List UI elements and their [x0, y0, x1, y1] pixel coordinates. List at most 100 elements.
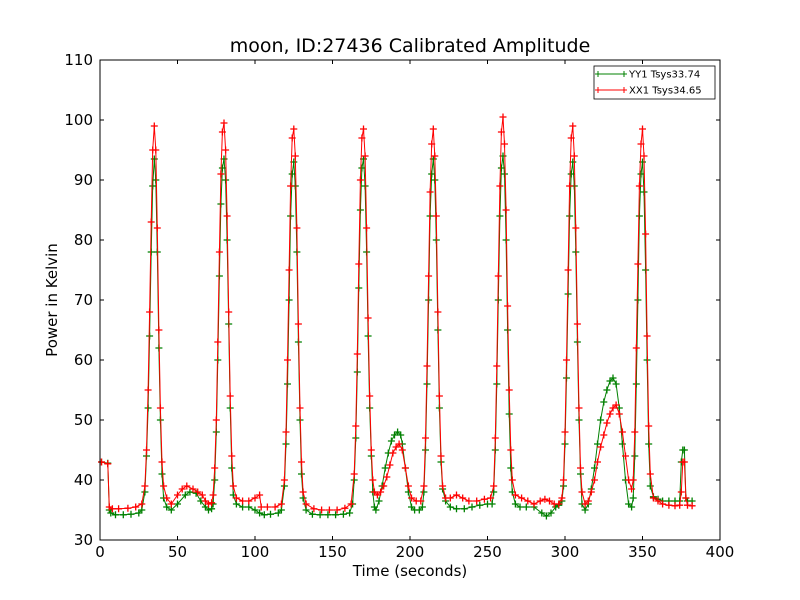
data-point [530, 500, 538, 508]
data-point [355, 260, 363, 268]
data-point [494, 272, 502, 280]
x-axis-label: Time (seconds) [352, 562, 468, 580]
data-point [628, 503, 636, 511]
data-point [107, 509, 115, 517]
data-point [141, 482, 149, 490]
data-point [453, 491, 460, 499]
y-tick-label: 80 [74, 231, 93, 249]
data-point [217, 170, 225, 178]
data-point [428, 140, 436, 148]
data-point [132, 503, 140, 511]
data-point [628, 485, 636, 493]
data-point [232, 494, 240, 502]
data-point [408, 494, 415, 502]
data-point [389, 449, 397, 457]
data-point [370, 503, 378, 511]
data-point [688, 502, 696, 510]
data-point [639, 125, 646, 133]
data-point [124, 504, 132, 512]
data-point [468, 503, 476, 511]
data-point [257, 503, 265, 511]
data-point [578, 488, 586, 496]
data-point [581, 500, 589, 508]
data-point [119, 511, 127, 519]
data-point [563, 356, 570, 364]
data-point [153, 224, 161, 232]
data-point [423, 362, 431, 370]
y-tick-label: 60 [74, 351, 93, 369]
data-point [108, 505, 116, 513]
data-point [225, 308, 233, 316]
x-tick-label: 350 [628, 543, 657, 561]
data-point [649, 494, 657, 502]
data-point [538, 509, 546, 517]
data-point [394, 428, 402, 436]
series-0 [98, 152, 696, 520]
data-point [439, 482, 447, 490]
data-point [426, 188, 434, 196]
data-point [645, 440, 653, 448]
data-point [570, 152, 578, 160]
data-point [584, 497, 592, 505]
data-point [594, 440, 601, 448]
data-point [432, 212, 440, 220]
data-point [401, 464, 409, 472]
data-point [226, 392, 234, 400]
data-point [622, 452, 629, 460]
data-point [350, 470, 358, 478]
data-point [606, 410, 614, 418]
data-point [361, 182, 369, 190]
data-point [271, 503, 279, 511]
data-point [680, 458, 688, 466]
data-point [324, 511, 332, 519]
data-point [417, 497, 425, 505]
data-point [490, 482, 498, 490]
data-point [567, 134, 575, 142]
data-point [267, 510, 274, 518]
data-point [618, 440, 626, 448]
axis-ticks: 0 50 100 150 200 250 300 350 400 30 40 50 60 70 80 90 10… [64, 51, 734, 561]
data-point [282, 428, 290, 436]
legend: YY1 Tsys33.74 XX1 Tsys34.65 [593, 65, 716, 100]
data-point [569, 122, 577, 130]
data-point [364, 314, 372, 322]
data-point [361, 152, 369, 160]
data-point [285, 266, 293, 274]
x-tick-label: 100 [241, 543, 270, 561]
data-point [434, 308, 442, 316]
data-point [505, 410, 513, 418]
data-point [497, 128, 505, 136]
data-point [135, 509, 143, 517]
data-point [541, 495, 549, 503]
data-point [560, 476, 567, 484]
data-point [174, 491, 181, 499]
data-point [480, 495, 488, 503]
data-point [634, 260, 642, 268]
y-axis-label: Power in Kelvin [43, 243, 61, 357]
data-point [370, 488, 378, 496]
plot-area [98, 113, 696, 520]
data-point [302, 506, 310, 514]
data-point [561, 428, 569, 436]
legend-marker-xx1 [595, 87, 601, 93]
data-point [194, 488, 202, 496]
data-point [112, 511, 119, 519]
data-point [665, 501, 673, 509]
data-point [373, 491, 381, 499]
data-point [591, 476, 598, 484]
data-point [218, 128, 226, 136]
data-point [232, 500, 240, 508]
data-point [181, 491, 189, 499]
data-point [189, 485, 197, 493]
data-point [496, 182, 504, 190]
data-point [634, 296, 642, 304]
data-point [473, 497, 481, 505]
x-tick-label: 0 [95, 543, 105, 561]
data-point [98, 458, 105, 466]
data-point [339, 510, 347, 518]
data-point [536, 497, 544, 505]
data-point [642, 230, 650, 238]
data-point [612, 401, 620, 409]
data-point [502, 206, 510, 214]
data-point [141, 488, 149, 496]
